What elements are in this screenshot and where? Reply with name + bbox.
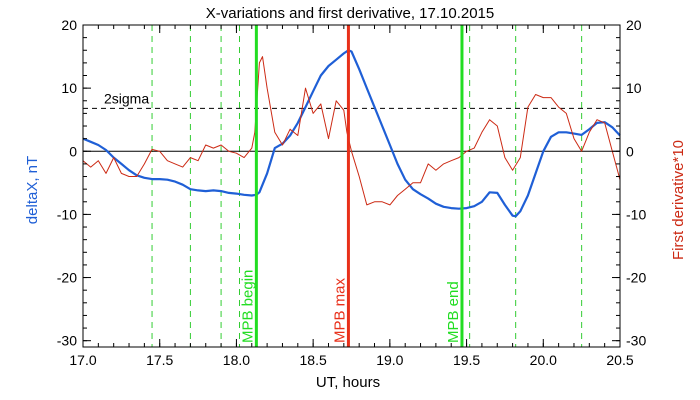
y-tick-label-left: 20 [61,17,77,33]
y-tick-label-right: -30 [626,333,646,349]
x-tick-label: 17.5 [146,352,173,368]
chart-title: X-variations and first derivative, 17.10… [206,5,495,22]
y-tick-label-left: -10 [57,206,77,222]
x-axis-label: UT, hours [316,374,380,391]
marker-label-2: MPB end [445,281,462,343]
sigma-label: 2sigma [104,90,149,106]
plot-frame [82,24,621,348]
y-tick-label-right: -20 [626,270,646,286]
y-axis-label-right: First derivative*10 [670,140,687,260]
x-tick-label: 20.5 [606,352,633,368]
x-tick-label: 19.5 [453,352,480,368]
x-tick-label: 18.0 [223,352,250,368]
y-tick-label-left: -30 [57,333,77,349]
y-axis-label-left: deltaX, nT [24,156,41,224]
y-tick-label-right: -10 [626,206,646,222]
y-tick-label-right: 20 [626,17,642,33]
deltax-series-line [82,49,621,218]
y-tick-label-left: 10 [61,80,77,96]
x-tick-label: 18.5 [300,352,327,368]
y-tick-label-right: 0 [626,143,634,159]
marker-label-1: MPB max [331,277,348,343]
y-tick-label-left: 0 [69,143,77,159]
x-tick-label: 17.0 [69,352,96,368]
marker-label-0: MPB begin [239,270,256,343]
plot-area: 2sigma MPB begin MPB max MPB end 17.0 17.5 18.… [57,17,647,368]
x-tick-label: 19.0 [376,352,403,368]
derivative-series-line [82,56,621,206]
x-tick-label: 20.0 [530,352,557,368]
y-tick-label-right: 10 [626,80,642,96]
y-tick-label-left: -20 [57,270,77,286]
